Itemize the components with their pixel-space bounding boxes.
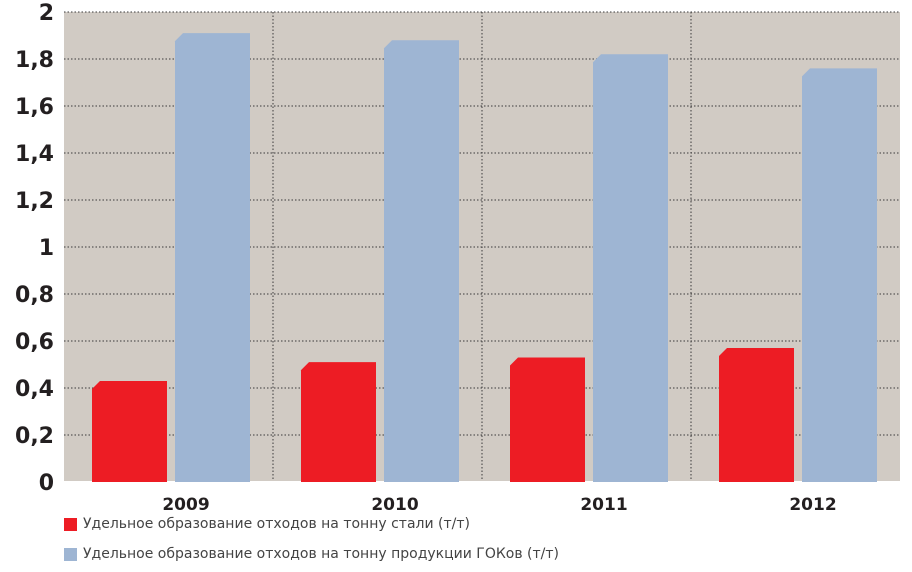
y-tick-label: 1 bbox=[39, 236, 54, 261]
legend-item-steel: Удельное образование отходов на тонну ст… bbox=[64, 516, 470, 532]
bar-steel-2011 bbox=[510, 357, 585, 482]
y-tick-label: 0,6 bbox=[15, 330, 54, 355]
bar-steel-2010 bbox=[301, 362, 376, 482]
x-axis-ticks: 2009 2010 2011 2012 bbox=[162, 495, 836, 515]
legend-swatch-steel bbox=[64, 517, 77, 531]
bar-gok-2011 bbox=[593, 54, 668, 483]
y-tick-label: 1,6 bbox=[15, 95, 54, 120]
y-tick-label: 0,2 bbox=[15, 424, 54, 449]
legend-item-gok: Удельное образование отходов на тонну пр… bbox=[64, 546, 559, 562]
y-tick-label: 0 bbox=[39, 471, 54, 496]
bar-gok-2010 bbox=[384, 40, 459, 482]
bar-steel-2009 bbox=[92, 380, 167, 482]
legend-label-gok: Удельное образование отходов на тонну пр… bbox=[83, 546, 560, 562]
y-tick-label: 1,4 bbox=[15, 142, 54, 167]
y-tick-label: 1,8 bbox=[15, 48, 54, 73]
x-tick-label: 2009 bbox=[162, 495, 209, 515]
y-tick-label: 1,2 bbox=[15, 189, 54, 214]
y-tick-label: 2 bbox=[39, 1, 54, 26]
legend-swatch-gok bbox=[64, 547, 77, 561]
x-tick-label: 2011 bbox=[580, 495, 627, 515]
bar-steel-2012 bbox=[719, 348, 794, 482]
y-tick-label: 0,8 bbox=[15, 283, 54, 308]
x-tick-label: 2012 bbox=[789, 495, 836, 515]
legend-label-steel: Удельное образование отходов на тонну ст… bbox=[83, 516, 470, 532]
y-tick-label: 0,4 bbox=[15, 377, 54, 402]
bars bbox=[92, 33, 877, 483]
bar-gok-2009 bbox=[175, 33, 250, 483]
x-tick-label: 2010 bbox=[371, 495, 418, 515]
bar-gok-2012 bbox=[802, 68, 877, 483]
y-axis-ticks: 0 0,2 0,4 0,6 0,8 1 1,2 1,4 1,6 1,8 2 bbox=[15, 1, 54, 496]
